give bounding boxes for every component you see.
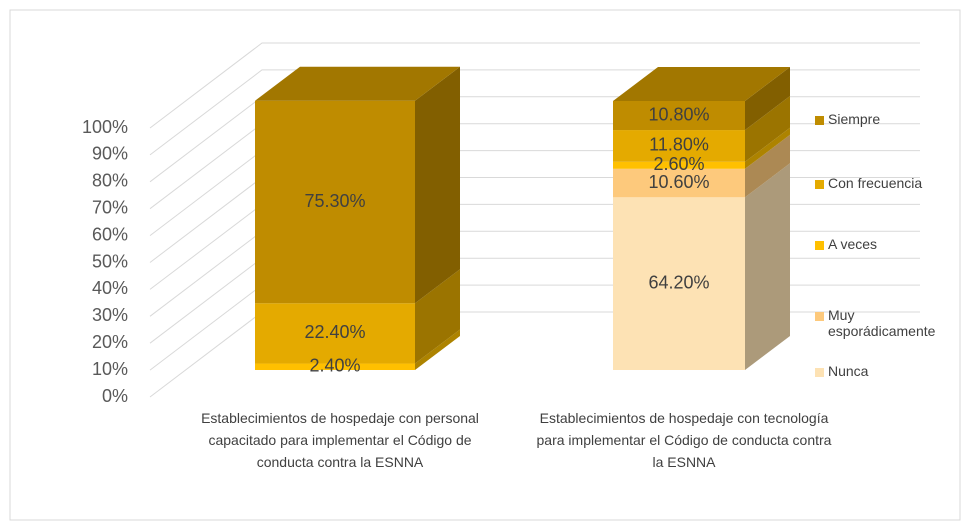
y-tick-label: 20% <box>92 332 128 352</box>
y-tick-label: 100% <box>82 117 128 137</box>
legend-label: Con frecuencia <box>828 175 923 191</box>
bar-segment-side <box>745 163 790 370</box>
y-tick-label: 10% <box>92 359 128 379</box>
legend-swatch <box>815 368 824 377</box>
bar-segment <box>613 161 745 169</box>
bar-segment-side <box>745 134 790 198</box>
legend-swatch <box>815 180 824 189</box>
bar-segment-side <box>745 96 790 162</box>
data-label: 10.80% <box>648 104 709 124</box>
bar-segment-side <box>415 269 460 364</box>
legend-label: Siempre <box>828 111 881 127</box>
legend-item: Con frecuencia <box>815 175 965 191</box>
chart-border <box>9 9 961 521</box>
y-tick-label: 30% <box>92 305 128 325</box>
bar-segment <box>255 100 415 304</box>
bar-segment-side <box>415 329 460 370</box>
legend-label: A veces <box>828 236 878 252</box>
legend-swatch <box>815 312 824 321</box>
legend-item: Siempre <box>815 111 965 127</box>
legend-item: A veces <box>815 236 965 252</box>
bar-segment <box>255 363 415 370</box>
y-tick-label: 40% <box>92 278 128 298</box>
legend-label: Muy esporádicamente <box>828 307 936 339</box>
bar-segment <box>613 197 745 370</box>
y-tick-label: 50% <box>92 251 128 271</box>
legend-swatch <box>815 241 824 250</box>
bar-segment <box>613 130 745 162</box>
grid-line <box>149 42 920 129</box>
bar-segment-side <box>415 66 460 304</box>
data-label: 64.20% <box>648 272 709 292</box>
data-label: 10.60% <box>648 172 709 192</box>
bar-segment-side <box>745 127 790 169</box>
y-tick-label: 0% <box>102 386 128 406</box>
bar-top <box>255 66 460 101</box>
y-tick-label: 90% <box>92 144 128 164</box>
x-tick-label: Establecimientos de hospedaje con tecnol… <box>536 410 832 470</box>
y-tick-label: 60% <box>92 224 128 244</box>
bar-segment <box>613 168 745 198</box>
legend-label: Nunca <box>828 363 869 379</box>
legend-swatch <box>815 116 824 125</box>
bar-top <box>613 67 790 101</box>
y-tick-label: 70% <box>92 197 128 217</box>
legend-item: Muy esporádicamente <box>815 307 965 339</box>
data-label: 11.80% <box>649 135 709 155</box>
bar-segment-side <box>745 67 790 131</box>
x-tick-label: Establecimientos de hospedaje con person… <box>201 410 479 470</box>
data-label: 75.30% <box>304 191 365 211</box>
bar-segment <box>255 303 415 364</box>
data-label: 22.40% <box>304 322 365 342</box>
legend-item: Nunca <box>815 363 965 379</box>
data-label: 2.40% <box>309 356 360 376</box>
bar-segment <box>613 101 745 131</box>
data-label: 2.60% <box>653 154 704 174</box>
y-tick-label: 80% <box>92 171 128 191</box>
